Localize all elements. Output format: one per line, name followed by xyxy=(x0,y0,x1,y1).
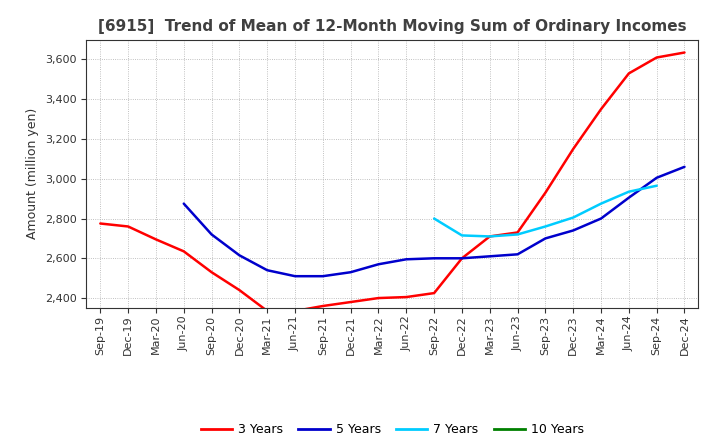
5 Years xyxy=(569,228,577,233)
3 Years xyxy=(458,256,467,261)
Line: 3 Years: 3 Years xyxy=(100,52,685,311)
3 Years xyxy=(291,308,300,314)
3 Years xyxy=(513,230,522,235)
3 Years xyxy=(624,71,633,76)
3 Years xyxy=(597,106,606,112)
Line: 7 Years: 7 Years xyxy=(434,186,657,236)
3 Years xyxy=(402,294,410,300)
7 Years xyxy=(541,224,550,229)
Line: 5 Years: 5 Years xyxy=(184,167,685,276)
5 Years xyxy=(680,164,689,169)
5 Years xyxy=(374,262,383,267)
3 Years xyxy=(96,221,104,226)
5 Years xyxy=(541,236,550,241)
7 Years xyxy=(458,233,467,238)
5 Years xyxy=(430,256,438,261)
5 Years xyxy=(513,252,522,257)
7 Years xyxy=(485,234,494,239)
5 Years xyxy=(291,274,300,279)
7 Years xyxy=(652,183,661,188)
Legend: 3 Years, 5 Years, 7 Years, 10 Years: 3 Years, 5 Years, 7 Years, 10 Years xyxy=(196,418,589,440)
7 Years xyxy=(430,216,438,221)
3 Years xyxy=(346,299,355,304)
3 Years xyxy=(235,287,243,293)
3 Years xyxy=(430,290,438,296)
3 Years xyxy=(680,50,689,55)
3 Years xyxy=(263,308,271,314)
5 Years xyxy=(652,175,661,180)
3 Years xyxy=(569,147,577,152)
7 Years xyxy=(569,215,577,220)
Y-axis label: Amount (million yen): Amount (million yen) xyxy=(27,108,40,239)
3 Years xyxy=(541,190,550,195)
3 Years xyxy=(152,237,161,242)
5 Years xyxy=(485,254,494,259)
Title: [6915]  Trend of Mean of 12-Month Moving Sum of Ordinary Incomes: [6915] Trend of Mean of 12-Month Moving … xyxy=(98,19,687,34)
5 Years xyxy=(597,216,606,221)
3 Years xyxy=(207,270,216,275)
5 Years xyxy=(179,201,188,206)
3 Years xyxy=(374,295,383,301)
7 Years xyxy=(624,189,633,194)
5 Years xyxy=(346,270,355,275)
3 Years xyxy=(652,55,661,60)
3 Years xyxy=(124,224,132,229)
5 Years xyxy=(235,253,243,258)
5 Years xyxy=(318,274,327,279)
5 Years xyxy=(263,268,271,273)
3 Years xyxy=(485,234,494,239)
3 Years xyxy=(179,249,188,254)
5 Years xyxy=(402,257,410,262)
3 Years xyxy=(318,303,327,308)
5 Years xyxy=(624,195,633,200)
5 Years xyxy=(207,232,216,237)
5 Years xyxy=(458,256,467,261)
7 Years xyxy=(597,201,606,206)
7 Years xyxy=(513,232,522,237)
